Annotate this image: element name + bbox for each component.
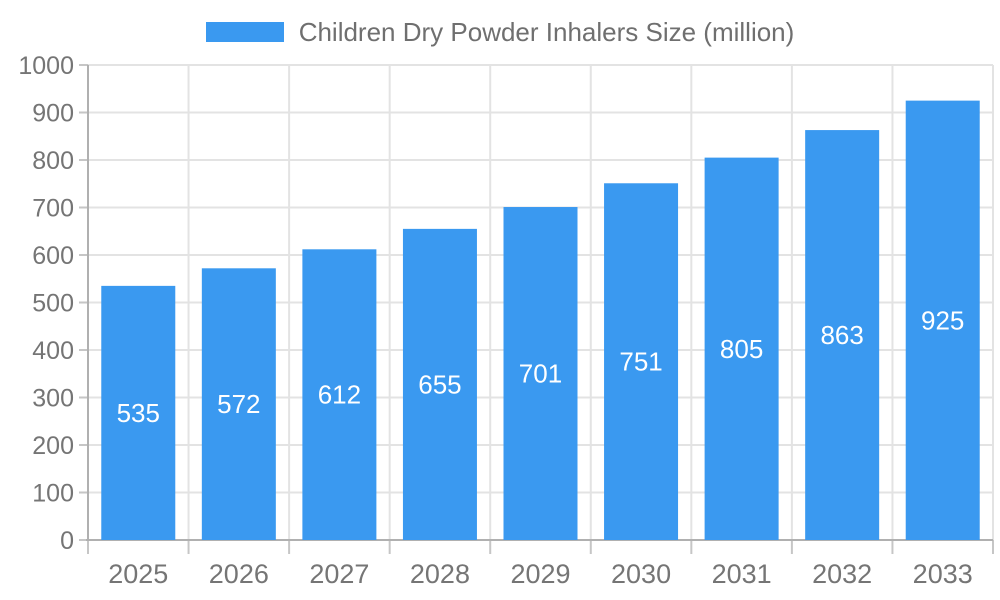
legend-swatch [205,22,284,42]
y-tick-label: 700 [32,195,74,223]
y-tick-label: 900 [32,100,74,128]
bar[interactable] [805,130,880,540]
bar[interactable] [302,249,377,541]
y-tick-label: 400 [32,337,74,365]
y-tick-label: 0 [60,527,74,555]
x-tick-label: 2030 [611,559,671,589]
bar-value-label: 751 [619,347,662,377]
bar[interactable] [402,228,477,540]
bar-value-label: 535 [117,398,160,428]
y-tick-label: 300 [32,385,74,413]
x-tick-label: 2028 [410,559,470,589]
legend[interactable]: Children Dry Powder Inhalers Size (milli… [0,16,1000,47]
bar[interactable] [604,183,679,540]
bar-value-label: 925 [921,305,964,335]
legend-label: Children Dry Powder Inhalers Size (milli… [298,16,795,47]
x-tick-label: 2026 [209,559,269,589]
x-tick-label: 2029 [510,559,570,589]
bar-value-label: 655 [418,369,461,399]
x-tick-label: 2031 [712,559,772,589]
bar-value-label: 805 [720,334,763,364]
y-tick-label: 500 [32,290,74,318]
bar[interactable] [201,268,276,540]
x-tick-label: 2032 [812,559,872,589]
y-tick-label: 1000 [18,52,74,80]
x-tick-label: 2027 [309,559,369,589]
x-tick-label: 2025 [108,559,168,589]
y-tick-label: 600 [32,242,74,270]
bar-value-label: 701 [519,359,562,389]
bar-value-label: 863 [820,320,863,350]
y-tick-label: 200 [32,432,74,460]
bar[interactable] [704,157,779,540]
bar[interactable] [503,207,578,540]
bar-value-label: 572 [217,389,260,419]
bar[interactable] [905,100,980,540]
x-tick-label: 2033 [913,559,973,589]
bar-value-label: 612 [318,380,361,410]
y-tick-label: 100 [32,480,74,508]
bar[interactable] [101,285,176,540]
y-tick-label: 800 [32,147,74,175]
